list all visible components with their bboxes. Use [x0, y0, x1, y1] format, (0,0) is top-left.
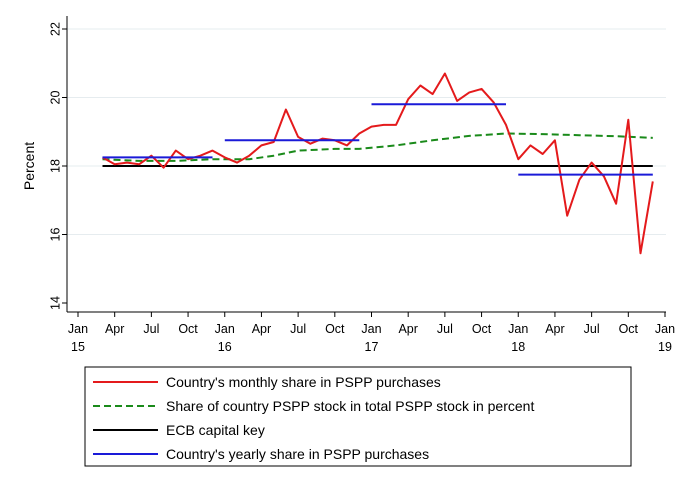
legend-label-0: Country's monthly share in PSPP purchase… [166, 374, 441, 390]
x-tick-label: Jul [143, 322, 159, 336]
x-tick-label: Oct [472, 322, 492, 336]
y-axis-title: Percent [21, 142, 37, 190]
y-tick-label: 20 [48, 91, 62, 105]
x-tick-label: 18 [511, 340, 525, 354]
x-tick-label: Oct [325, 322, 345, 336]
legend-label-3: Country's yearly share in PSPP purchases [166, 446, 429, 462]
x-tick-label: Jul [437, 322, 453, 336]
x-tick-label: Oct [178, 322, 198, 336]
x-tick-label: Jul [290, 322, 306, 336]
legend-label-1: Share of country PSPP stock in total PSP… [166, 398, 534, 414]
series-1-line [102, 132, 653, 162]
x-tick-label: Jul [584, 322, 600, 336]
x-tick-label: Apr [105, 322, 124, 336]
plot-area [102, 72, 654, 255]
x-tick-label: Apr [545, 322, 564, 336]
x-tick-label: 17 [365, 340, 379, 354]
legend: Country's monthly share in PSPP purchase… [84, 366, 632, 467]
x-tick-label: Oct [619, 322, 639, 336]
y-tick-label: 16 [48, 228, 62, 242]
x-tick-label: Jan [361, 322, 381, 336]
x-tick-label: 16 [218, 340, 232, 354]
y-tick-label: 22 [48, 22, 62, 36]
y-tick-label: 14 [48, 296, 62, 310]
x-tick-label: Jan [508, 322, 528, 336]
x-tick-label: 19 [658, 340, 672, 354]
legend-box [84, 366, 632, 467]
gridlines [67, 28, 666, 235]
x-tick-label: Jan [215, 322, 235, 336]
x-tick-label: 15 [71, 340, 85, 354]
x-tick-label: Jan [68, 322, 88, 336]
x-tick-label: Jan [655, 322, 675, 336]
y-axis: 14 16 18 20 22 [48, 16, 68, 312]
y-tick-label: 18 [48, 159, 62, 173]
x-tick-label: Apr [398, 322, 417, 336]
x-tick-label: Apr [252, 322, 271, 336]
legend-label-2: ECB capital key [166, 422, 265, 438]
series-0-line [102, 72, 654, 255]
x-axis: Jan 15 Apr Jul Oct Jan 16 Apr Jul Oct Jan 17 Apr Jul O… [67, 311, 675, 354]
